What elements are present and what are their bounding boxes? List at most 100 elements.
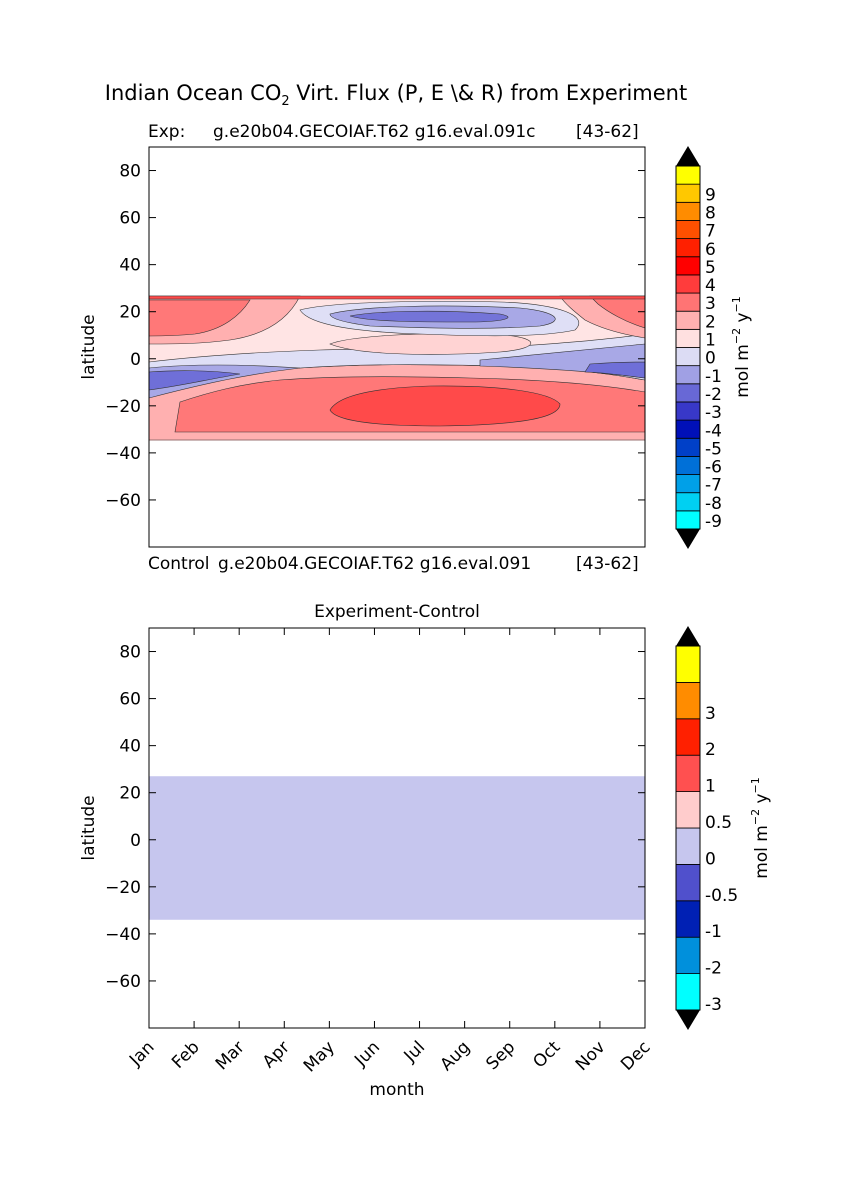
figure-title: Indian Ocean CO2 Virt. Flux (P, E \& R) … (105, 81, 687, 109)
y-tick-label: −40 (105, 444, 141, 464)
panel1-contours (149, 295, 645, 441)
y-tick-label: −40 (105, 925, 141, 945)
colorbar-segment (675, 292, 701, 312)
panel1-ylabel: latitude (79, 314, 99, 379)
x-tick-label: Mar (212, 1037, 249, 1074)
panel2-xlabel: month (369, 1080, 424, 1100)
x-tick-label: Aug (437, 1037, 475, 1075)
panel1-title-left: Exp: (148, 122, 185, 142)
colorbar-top-arrow (676, 146, 700, 166)
cbar1-label-mid: y (733, 312, 753, 327)
colorbar-segment (675, 864, 701, 902)
colorbar-label: -1 (705, 367, 722, 387)
y-tick-label: 60 (119, 690, 141, 710)
panel2-fill-group (149, 776, 645, 920)
colorbar-segment (675, 645, 701, 683)
colorbar-label: 7 (705, 222, 716, 242)
y-tick-label: 60 (119, 209, 141, 229)
x-tick-label: Jul (400, 1037, 429, 1066)
colorbar-label: 1 (705, 777, 716, 797)
y-tick-label: 0 (130, 350, 141, 370)
colorbar-label: 3 (705, 294, 716, 314)
panel1-bottom-center: g.e20b04.GECOIAF.T62 g16.eval.091 (218, 554, 531, 574)
colorbar-segment (675, 274, 701, 294)
panel1-colorbar-label: mol m−2 y−1 (730, 296, 753, 398)
x-tick-label: May (300, 1037, 339, 1076)
x-tick-label: Apr (259, 1037, 294, 1072)
y-tick-label: 80 (119, 643, 141, 663)
colorbar-segment (675, 492, 701, 512)
colorbar-segment (675, 510, 701, 530)
colorbar-segment (675, 220, 701, 239)
colorbar-label: -3 (705, 403, 722, 423)
colorbar-bottom-arrow (676, 1010, 700, 1030)
colorbar-label: -5 (705, 439, 722, 459)
figure-title-rest: Virt. Flux (P, E \& R) from Experiment (290, 81, 688, 105)
colorbar-segment (675, 718, 701, 756)
panel2-yticks: 80 60 40 20 0 −20 −40 −60 (105, 643, 645, 992)
colorbar-frame (675, 165, 701, 530)
colorbar-label: -7 (705, 476, 722, 496)
colorbar-label: 8 (705, 203, 716, 223)
cbar1-label-exp2: −1 (730, 296, 743, 312)
y-tick-label: −20 (105, 878, 141, 898)
y-tick-label: 40 (119, 256, 141, 276)
colorbar-segment (675, 791, 701, 829)
colorbar-segment (675, 328, 701, 348)
colorbar-bottom-arrow (676, 529, 700, 549)
contour-west-neg3 (149, 370, 241, 391)
cbar2-label-main: mol m (752, 825, 772, 879)
panel1-bottom-right: [43-62] (576, 554, 639, 574)
x-tick-label: Jan (125, 1037, 158, 1070)
colorbar-segment (675, 682, 701, 720)
colorbar-label: -9 (705, 512, 722, 532)
x-tick-label: Feb (168, 1037, 203, 1072)
colorbar-segment (675, 183, 701, 203)
colorbar-segment (675, 827, 701, 865)
cbar1-label-exp1: −2 (730, 328, 743, 344)
colorbar-segment (675, 383, 701, 403)
colorbar-label: 5 (705, 258, 716, 278)
panel2-frame (148, 627, 646, 1029)
y-tick-label: −20 (105, 397, 141, 417)
figure-title-main: Indian Ocean CO (105, 81, 282, 105)
colorbar-label: 6 (705, 240, 716, 260)
y-tick-label: 20 (119, 303, 141, 323)
colorbar-frame (675, 645, 701, 1011)
colorbar-label: -2 (705, 959, 722, 979)
x-tick-label: Jun (350, 1037, 384, 1071)
panel2-ylabel: latitude (79, 795, 99, 860)
colorbar-segment (675, 401, 701, 421)
colorbar-segment (675, 936, 701, 975)
colorbar-segment (675, 474, 701, 494)
panel-experiment: Exp: g.e20b04.GECOIAF.T62 g16.eval.091c … (79, 122, 753, 574)
colorbar-label: 3 (705, 704, 716, 724)
colorbar-label: 0.5 (705, 813, 732, 833)
x-tick-label: Oct (529, 1037, 564, 1072)
y-tick-label: 20 (119, 784, 141, 804)
colorbar-segment (675, 238, 701, 258)
colorbar-label: 9 (705, 185, 716, 205)
x-tick-label: Sep (482, 1037, 519, 1074)
cbar2-label-mid: y (752, 793, 772, 808)
colorbar-label: -3 (705, 995, 722, 1015)
colorbar-label: -0.5 (705, 886, 738, 906)
cbar1-label-main: mol m (733, 344, 753, 398)
panel1-frame (148, 146, 646, 548)
panel1-yticks: 80 60 40 20 0 −20 −40 −60 (105, 162, 645, 511)
colorbar-label: 0 (705, 349, 716, 369)
colorbar-label: -8 (705, 494, 722, 514)
colorbar-label: -6 (705, 458, 722, 478)
panel2-title: Experiment-Control (314, 602, 480, 622)
contour-equator-light (329, 333, 532, 355)
y-tick-label: 40 (119, 737, 141, 757)
panel1-title-center: g.e20b04.GECOIAF.T62 g16.eval.091c (213, 122, 535, 142)
colorbar-label: -1 (705, 922, 722, 942)
contour-north-neg3 (349, 310, 509, 323)
y-tick-label: 0 (130, 831, 141, 851)
panel2-fill (149, 776, 645, 920)
colorbar-segment (675, 437, 701, 457)
